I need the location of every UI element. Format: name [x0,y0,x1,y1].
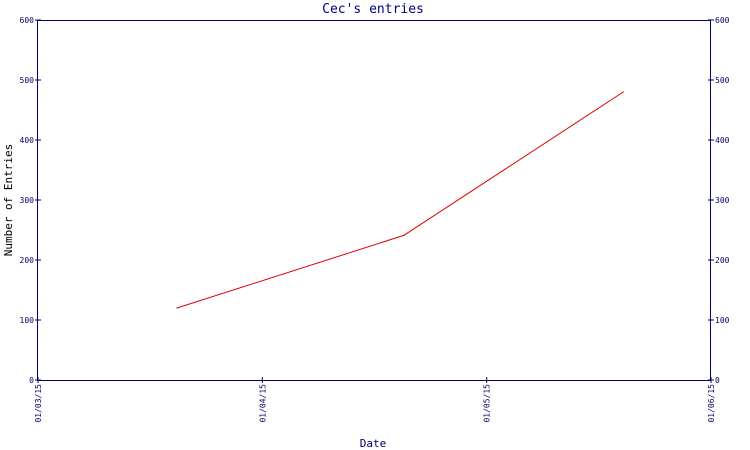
y-axis-label: Number of Entries [2,144,15,257]
y-tick-label-right: 100 [715,316,730,325]
y-tick-label-right: 600 [715,16,730,25]
y-tick-label-right: 300 [715,196,730,205]
x-tick-label: 01/05/15 [483,384,492,423]
y-tick-label-left: 100 [20,316,35,325]
series-layer [176,91,624,309]
plot-frame [37,20,711,381]
y-tick-label-right: 500 [715,76,730,85]
y-tick-label-left: 500 [20,76,35,85]
x-axis: 01/03/15 01/04/15 01/05/15 01/06/15 [34,377,716,423]
series-point [622,91,624,93]
series-point [403,234,405,236]
y-tick-label-left: 400 [20,136,35,145]
y-axis-right: 0 100 200 300 400 500 600 [708,16,730,385]
x-tick-label: 01/04/15 [258,384,267,423]
y-axis-left: 0 100 200 300 400 500 600 [20,16,41,385]
series-point [176,307,178,309]
x-axis-label: Date [360,437,387,450]
y-tick-label-left: 300 [20,196,35,205]
y-tick-label-left: 0 [29,376,34,385]
chart-title: Cec's entries [322,2,424,17]
series-line-segment [403,91,624,236]
y-tick-label-right: 0 [715,376,720,385]
y-tick-label-left: 200 [20,256,35,265]
y-tick-label-left: 600 [20,16,35,25]
x-tick-label: 01/03/15 [34,384,43,423]
x-tick-label: 01/06/15 [707,384,716,423]
series-line-segment [176,234,404,309]
y-tick-label-right: 400 [715,136,730,145]
y-tick-label-right: 200 [715,256,730,265]
